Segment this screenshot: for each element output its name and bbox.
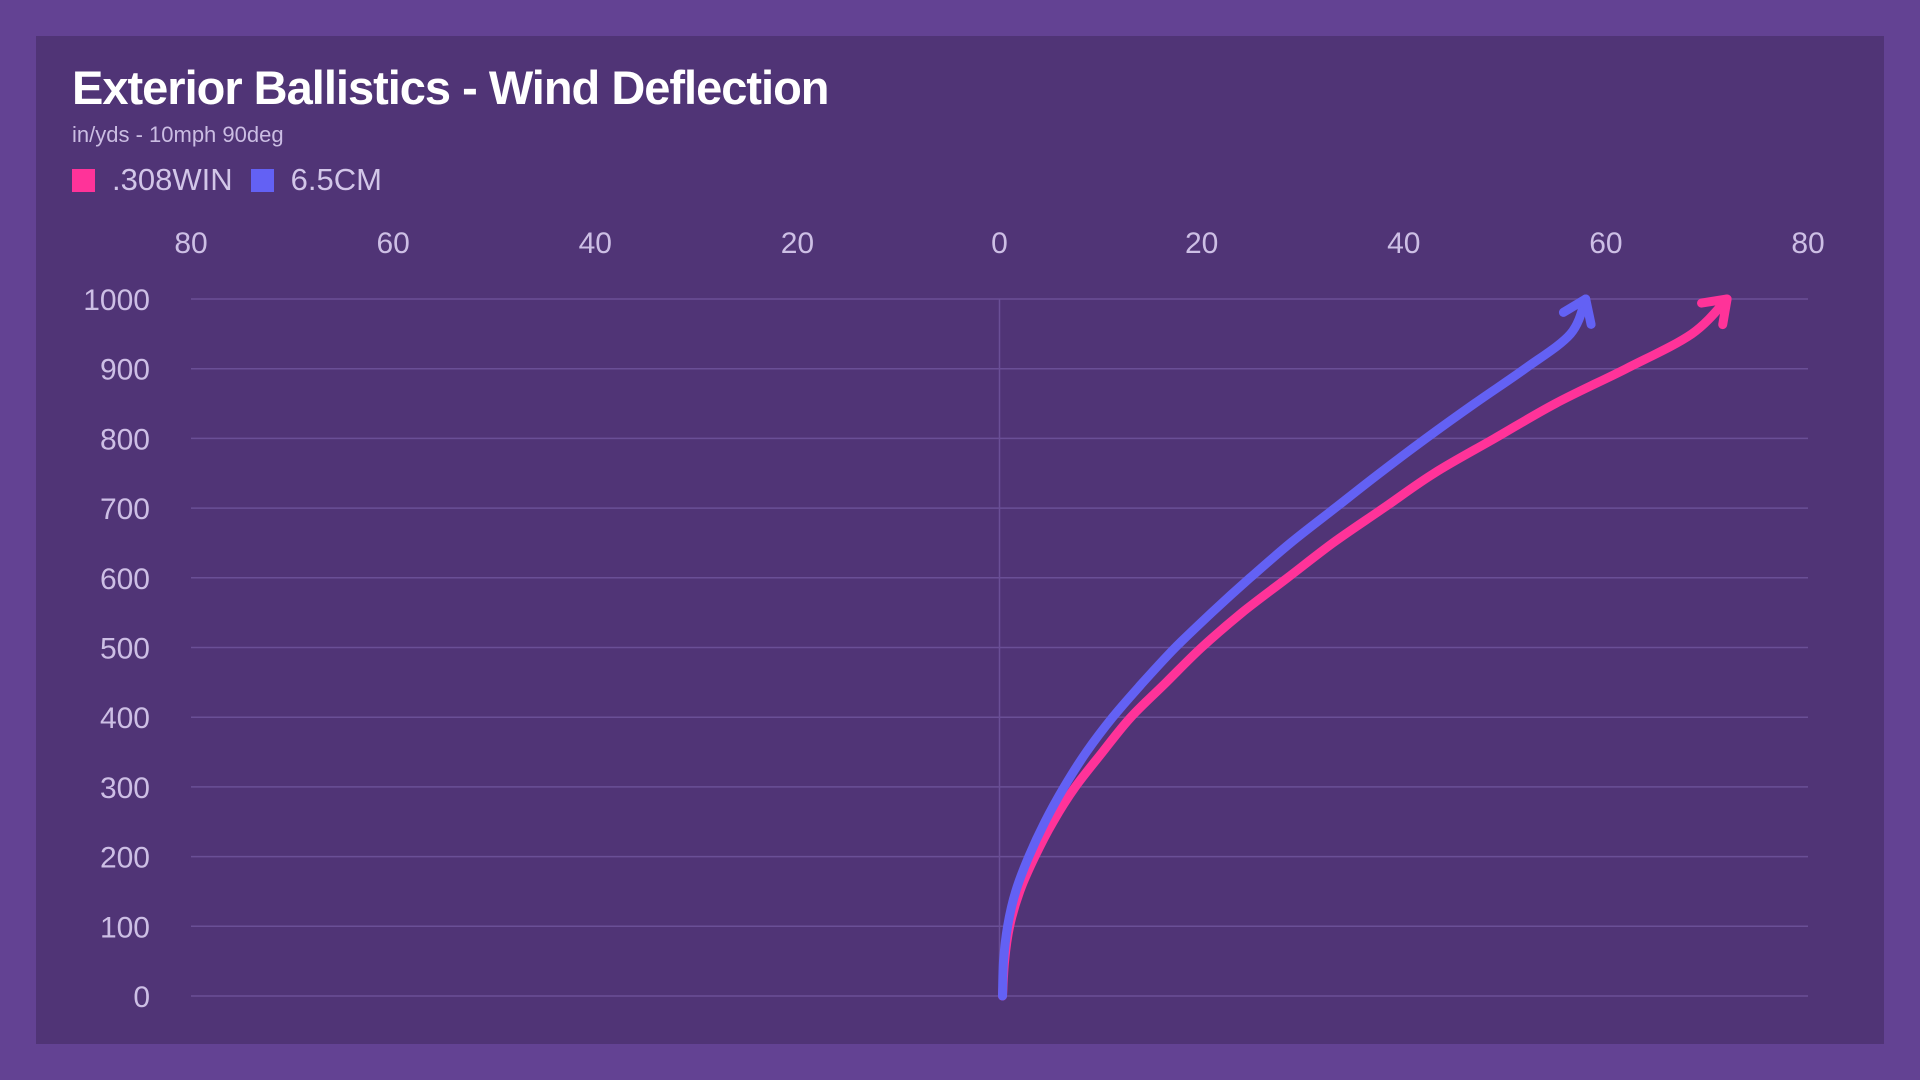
x-tick-label: 80 [174,227,207,260]
arrow-head-65cm [1558,294,1596,329]
x-tick-label: 40 [1387,227,1420,260]
y-tick-label: 800 [100,423,150,456]
x-tick-label: 0 [991,227,1008,260]
x-tick-label: 20 [781,227,814,260]
legend-swatch-308win [72,168,95,192]
legend: .308WIN 6.5CM [72,162,400,198]
y-tick-label: 100 [100,911,150,944]
chart-title: Exterior Ballistics - Wind Deflection [72,61,830,114]
legend-swatch-65cm [250,168,274,192]
legend-label-65cm: 6.5CM [290,162,382,197]
x-tick-label: 60 [376,227,409,260]
y-tick-label: 200 [100,842,150,875]
y-tick-label: 500 [100,633,150,666]
legend-item-65cm: 6.5CM [250,162,382,198]
x-tick-label: 20 [1185,227,1218,260]
series-line-65cm [998,294,1591,1001]
arrow-head-308win [1697,294,1732,330]
chart-subtitle: in/yds - 10mph 90deg [72,122,284,147]
grid-layer [191,298,1808,997]
y-tick-label: 0 [133,981,150,1014]
x-tick-label: 80 [1791,227,1824,260]
y-tick-label: 600 [100,563,150,596]
y-tick-label: 400 [100,702,150,735]
y-tick-label: 700 [100,493,150,526]
x-tick-label: 40 [579,227,612,260]
series-layer [998,294,1732,1001]
y-tick-label: 300 [100,772,150,805]
x-tick-label: 60 [1589,227,1622,260]
chart-panel: Exterior Ballistics - Wind Deflection in… [36,36,1884,1044]
legend-label-308win: .308WIN [112,162,233,197]
legend-item-308win: .308WIN [72,162,233,198]
y-tick-label: 900 [100,354,150,387]
y-tick-label: 1000 [83,284,150,317]
